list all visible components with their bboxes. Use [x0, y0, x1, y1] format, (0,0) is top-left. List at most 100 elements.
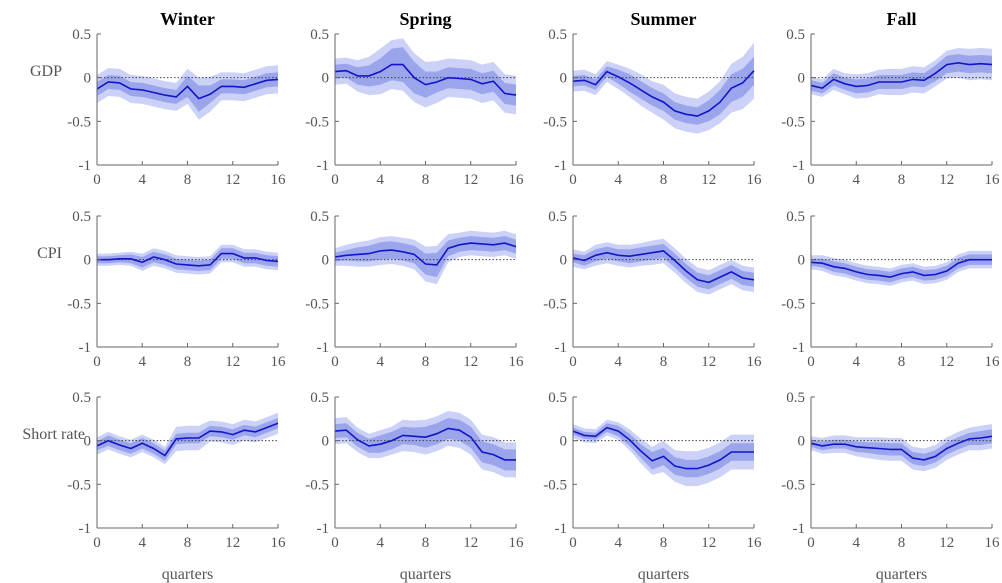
y-tick-label: 0	[798, 434, 806, 450]
y-tick-label: -0.5	[543, 477, 567, 493]
y-tick-label: 0	[84, 253, 92, 269]
y-tick-label: -1	[79, 521, 92, 537]
inner-band	[811, 254, 992, 283]
x-tick-label: 12	[225, 354, 240, 370]
x-tick-label: 12	[939, 172, 954, 188]
y-tick-label: -1	[317, 340, 330, 356]
median-line	[572, 70, 755, 117]
median-line	[810, 61, 993, 89]
x-tick-label: 8	[184, 172, 192, 188]
panel-cpi-spring: -1 -0.5 0 0.5 0 4 8 12 16	[305, 209, 524, 370]
row-label-cpi: CPI	[37, 245, 62, 262]
inner-band	[97, 72, 278, 112]
x-tick-label: 8	[660, 535, 668, 551]
y-tick-label: -1	[79, 158, 92, 174]
x-tick-label: 0	[807, 535, 815, 551]
y-tick-label: 0	[798, 71, 806, 87]
panel-cpi-summer: -1 -0.5 0 0.5 0 4 8 12 16	[543, 209, 762, 370]
x-tick-label: 12	[463, 535, 478, 551]
y-tick-label: -0.5	[781, 296, 805, 312]
y-tick-label: 0.5	[310, 390, 329, 406]
median-line	[334, 63, 517, 96]
x-tick-label: 16	[985, 535, 1001, 551]
y-tick-label: -0.5	[305, 114, 329, 130]
y-tick-label: 0.5	[786, 27, 805, 43]
y-tick-label: 0	[84, 71, 92, 87]
median-line	[96, 422, 279, 457]
median-line	[572, 426, 754, 470]
y-tick-label: -0.5	[67, 114, 91, 130]
inner-band	[335, 418, 516, 471]
x-tick-label: 4	[139, 535, 147, 551]
panel-gdp-spring: -1 -0.5 0 0.5 0 4 8 12 16	[305, 27, 524, 188]
x-tick-label: 16	[985, 172, 1001, 188]
y-tick-label: 0.5	[72, 27, 91, 43]
y-tick-label: 0	[560, 71, 568, 87]
column-title-fall: Fall	[887, 9, 917, 29]
column-title-winter: Winter	[160, 9, 215, 29]
x-tick-label: 0	[93, 172, 101, 188]
median-line	[810, 258, 992, 278]
y-tick-label: 0.5	[72, 390, 91, 406]
y-tick-label: -1	[555, 340, 568, 356]
median-line	[810, 435, 993, 461]
panel-cpi-winter: -1 -0.5 0 0.5 0 4 8 12 16	[67, 209, 286, 370]
panel-short-rate-fall: -1 -0.5 0 0.5 0 4 8 12 16 quarters	[781, 390, 1000, 583]
y-tick-label: -1	[793, 158, 806, 174]
x-tick-label: 12	[463, 172, 478, 188]
y-tick-label: 0.5	[786, 390, 805, 406]
panel-short-rate-summer: -1 -0.5 0 0.5 0 4 8 12 16 quarters	[543, 390, 762, 583]
panel-gdp-fall: -1 -0.5 0 0.5 0 4 8 12 16	[781, 27, 1000, 188]
inner-band	[573, 423, 754, 478]
y-tick-label: 0.5	[786, 209, 805, 225]
y-tick-label: 0.5	[72, 209, 91, 225]
x-tick-label: 0	[569, 354, 577, 370]
x-tick-label: 8	[422, 535, 430, 551]
x-tick-label: 8	[660, 172, 668, 188]
x-tick-label: 16	[271, 172, 287, 188]
x-tick-label: 8	[422, 354, 430, 370]
x-tick-label: 4	[615, 354, 623, 370]
row-label-gdp: GDP	[30, 63, 62, 80]
inner-band	[335, 236, 516, 278]
x-tick-label: 0	[331, 172, 339, 188]
x-tick-label: 8	[184, 354, 192, 370]
row-label-short-rate: Short rate	[22, 426, 85, 443]
panel-gdp-winter: -1 -0.5 0 0.5 0 4 8 12 16	[67, 27, 286, 188]
x-tick-label: 16	[985, 354, 1001, 370]
y-tick-label: 0	[560, 253, 568, 269]
y-tick-label: 0.5	[548, 209, 567, 225]
x-tick-label: 4	[377, 172, 385, 188]
x-tick-label: 16	[747, 354, 763, 370]
x-tick-label: 12	[701, 354, 716, 370]
x-tick-label: 4	[139, 354, 147, 370]
x-axis-label: quarters	[400, 566, 452, 583]
y-tick-label: 0.5	[548, 390, 567, 406]
x-tick-label: 12	[939, 354, 954, 370]
x-tick-label: 0	[569, 535, 577, 551]
x-tick-label: 12	[225, 172, 240, 188]
x-axis-label: quarters	[638, 566, 690, 583]
x-tick-label: 4	[615, 535, 623, 551]
x-tick-label: 12	[701, 172, 716, 188]
x-tick-label: 4	[853, 172, 861, 188]
x-tick-label: 12	[225, 535, 240, 551]
x-tick-label: 4	[615, 172, 623, 188]
y-tick-label: -0.5	[67, 477, 91, 493]
x-tick-label: 0	[569, 172, 577, 188]
inner-band	[811, 429, 992, 466]
inner-band	[573, 56, 754, 125]
x-tick-label: 8	[422, 172, 430, 188]
median-line	[572, 250, 755, 284]
y-tick-label: 0.5	[310, 209, 329, 225]
y-tick-label: -0.5	[781, 477, 805, 493]
x-tick-label: 0	[807, 354, 815, 370]
x-tick-label: 12	[463, 354, 478, 370]
x-tick-label: 16	[509, 172, 525, 188]
y-tick-label: 0	[84, 434, 92, 450]
y-tick-label: 0.5	[310, 27, 329, 43]
median-line	[96, 78, 279, 100]
y-tick-label: -0.5	[305, 296, 329, 312]
x-tick-label: 4	[853, 535, 861, 551]
